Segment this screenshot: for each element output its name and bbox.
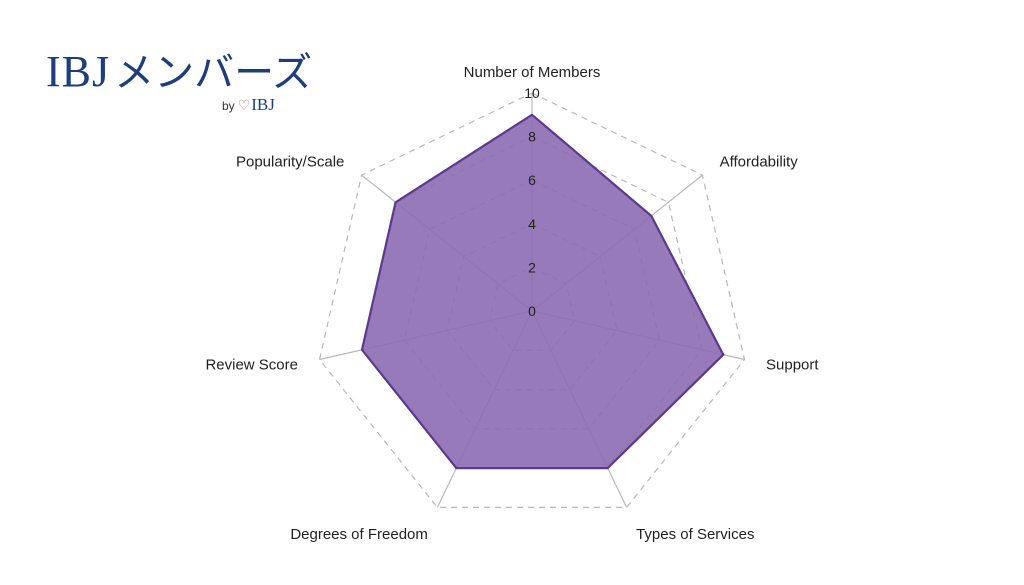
tick-label: 4 xyxy=(528,216,536,232)
series-area xyxy=(360,113,725,470)
logo-wordmark: IBJ メンバーズ xyxy=(46,46,312,99)
logo-byline: by ♡IBJ xyxy=(222,96,275,115)
logo-by-text: by xyxy=(222,99,235,113)
logo-brand-text: IBJ xyxy=(46,47,111,96)
tick-label: 2 xyxy=(528,259,536,275)
axis-label: Support xyxy=(766,356,819,373)
brand-logo: IBJ メンバーズ by ♡IBJ xyxy=(46,46,312,122)
radar-labels: 0 2 4 6 8 10 Number of Members Affordability Sup… xyxy=(205,64,819,543)
tick-label: 8 xyxy=(528,129,536,145)
axis-label: Number of Members xyxy=(464,64,601,81)
axis-label: Popularity/Scale xyxy=(236,153,344,170)
tick-label: 6 xyxy=(528,172,536,188)
grid-ring-10 xyxy=(318,92,746,508)
axis-label: Degrees of Freedom xyxy=(290,526,428,543)
tick-label: 10 xyxy=(524,85,540,101)
logo-sub-brand-text: IBJ xyxy=(251,95,275,114)
axis-label: Review Score xyxy=(205,356,298,373)
axis-label: Affordability xyxy=(720,153,799,170)
radar-data xyxy=(360,113,725,470)
tick-label: 0 xyxy=(528,303,536,319)
logo-kana-text: メンバーズ xyxy=(114,50,313,95)
heart-icon: ♡ xyxy=(237,97,251,113)
axis-label: Types of Services xyxy=(636,526,754,543)
